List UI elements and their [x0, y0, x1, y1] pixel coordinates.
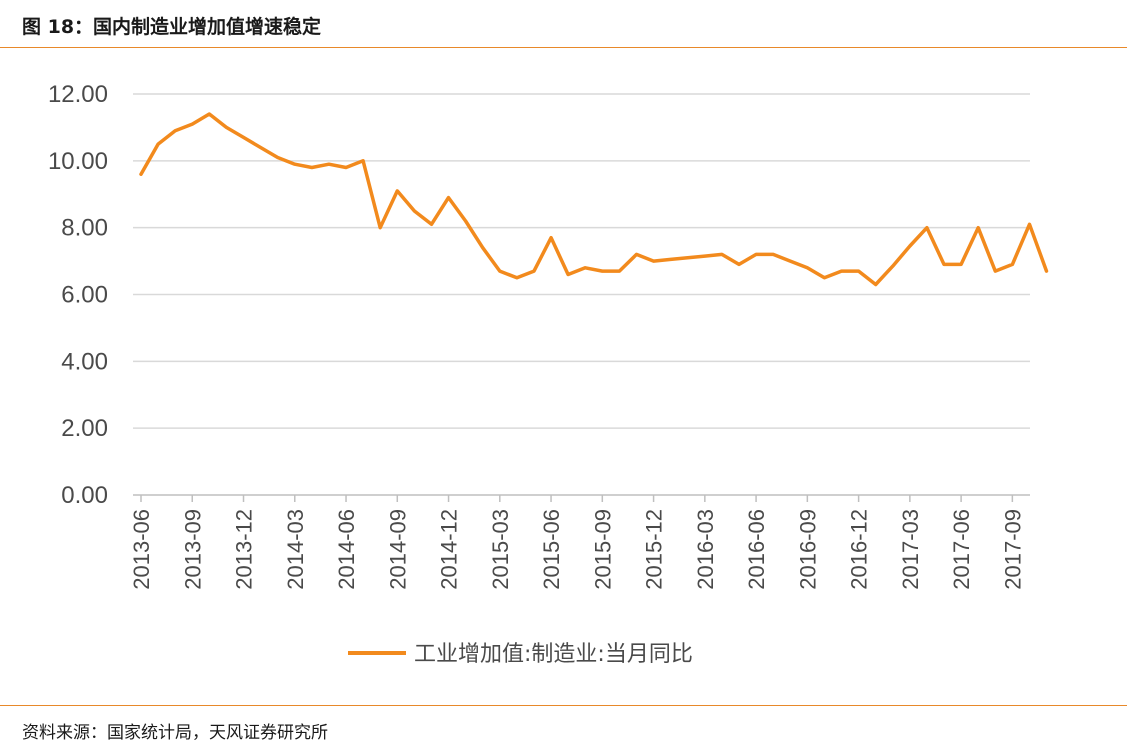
x-tick-label: 2017-09	[1000, 509, 1025, 590]
x-tick-label: 2016-09	[795, 509, 820, 590]
x-tick-label: 2016-03	[693, 509, 718, 590]
y-tick-label: 6.00	[61, 282, 108, 309]
y-tick-label: 12.00	[48, 81, 108, 108]
y-tick-label: 4.00	[61, 348, 108, 375]
y-tick-label: 0.00	[61, 482, 108, 509]
x-tick-label: 2015-03	[488, 509, 513, 590]
legend-label: 工业增加值:制造业:当月同比	[414, 642, 693, 667]
x-tick-label: 2017-03	[898, 509, 923, 590]
series-line	[139, 112, 1049, 287]
y-tick-label: 10.00	[48, 148, 108, 175]
source-note: 资料来源：国家统计局，天风证券研究所	[22, 723, 328, 743]
x-tick-label: 2013-09	[180, 509, 205, 590]
x-tick-label: 2017-06	[949, 509, 974, 590]
y-axis-ticks: 0.00 2.00 4.00 6.00 8.00 10.00 12.00	[48, 81, 108, 509]
top-divider	[0, 47, 1127, 48]
x-tick-label: 2013-12	[232, 509, 257, 590]
x-tick-label: 2016-12	[847, 509, 872, 590]
x-tick-label: 2014-12	[437, 509, 462, 590]
x-tick-label: 2015-12	[642, 509, 667, 590]
y-tick-label: 2.00	[61, 415, 108, 442]
x-tick-label: 2014-06	[334, 509, 359, 590]
legend: 工业增加值:制造业:当月同比	[348, 642, 693, 667]
x-axis: 2013-06 2013-09 2013-12 2014-03 2014-06 2014-…	[129, 494, 1030, 590]
x-tick-label: 2015-09	[590, 509, 615, 590]
bottom-divider	[0, 705, 1127, 706]
y-tick-label: 8.00	[61, 215, 108, 242]
x-tick-label: 2014-09	[385, 509, 410, 590]
x-tick-label: 2013-06	[129, 509, 154, 590]
x-tick-label: 2016-06	[744, 509, 769, 590]
x-tick-label: 2015-06	[539, 509, 564, 590]
series-layer	[139, 112, 1049, 287]
x-tick-label: 2014-03	[283, 509, 308, 590]
figure-title: 图 18：国内制造业增加值增速稳定	[22, 16, 322, 38]
